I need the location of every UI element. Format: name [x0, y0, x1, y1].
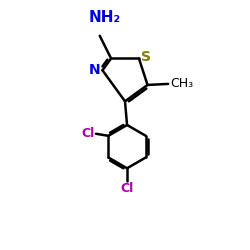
- Text: Cl: Cl: [82, 127, 95, 140]
- Text: CH₃: CH₃: [170, 78, 193, 90]
- Text: S: S: [142, 50, 152, 64]
- Text: NH₂: NH₂: [89, 10, 121, 26]
- Text: N: N: [88, 63, 100, 77]
- Text: Cl: Cl: [120, 182, 134, 195]
